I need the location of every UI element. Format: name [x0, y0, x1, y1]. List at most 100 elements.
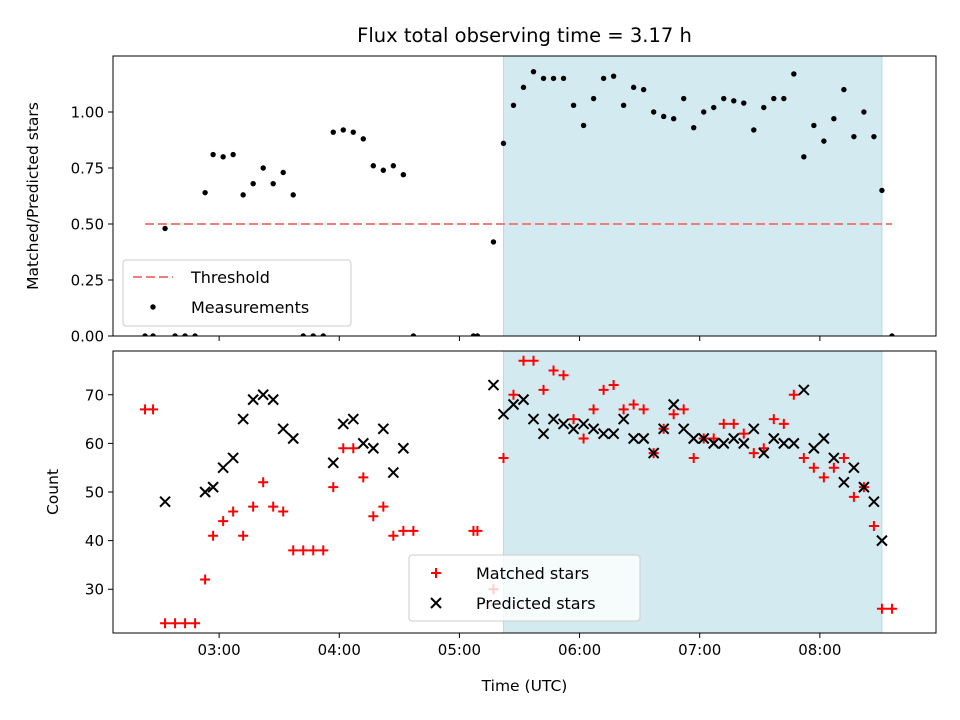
data-point — [640, 86, 647, 93]
top-panel: 0.00 0.25 0.50 0.75 1.00 Flux total observin… — [24, 24, 937, 346]
data-point — [348, 443, 359, 454]
legend-threshold-label: Threshold — [190, 268, 270, 287]
bottom-panel: 30 40 50 60 70 03:00 04:00 05:00 06:00 07:00 08:0… — [44, 350, 937, 695]
data-point — [540, 75, 547, 82]
data-point — [507, 398, 520, 411]
x-tick-label: 06:00 — [558, 641, 601, 659]
y-tick-label: 30 — [85, 581, 104, 599]
data-point — [608, 380, 619, 391]
data-point — [570, 102, 577, 108]
bottom-x-axis-label: Time (UTC) — [481, 677, 568, 695]
data-point — [538, 384, 549, 395]
data-point — [287, 432, 299, 445]
series-measurements — [142, 68, 895, 336]
y-tick-label: 70 — [85, 386, 104, 404]
data-point — [741, 100, 747, 106]
data-point — [691, 124, 697, 131]
data-point — [788, 389, 799, 400]
series-predicted-stars — [159, 379, 888, 547]
data-point — [470, 333, 477, 336]
data-point — [668, 409, 679, 420]
data-point — [228, 506, 239, 517]
data-point — [497, 408, 510, 420]
legend-frame — [122, 259, 352, 327]
data-point — [500, 140, 507, 147]
data-point — [260, 165, 266, 171]
data-point — [508, 389, 519, 400]
bottom-y-ticks: 30 40 50 60 70 — [85, 386, 113, 599]
y-tick-label: 50 — [85, 484, 104, 502]
data-point — [848, 461, 860, 474]
data-point — [498, 452, 509, 463]
data-point — [588, 404, 599, 415]
data-point — [474, 333, 481, 336]
legend-measurements-label: Measurements — [191, 298, 309, 317]
data-point — [748, 423, 760, 435]
legend-measurements-swatch — [150, 304, 156, 310]
data-point — [879, 187, 885, 194]
data-point — [590, 95, 597, 102]
data-point — [728, 432, 740, 445]
data-point — [738, 428, 749, 439]
data-point — [347, 413, 359, 425]
data-point — [182, 333, 188, 336]
chart-title: Flux total observing time = 3.17 h — [357, 24, 692, 47]
data-point — [731, 98, 737, 104]
data-point — [721, 95, 727, 102]
data-point — [637, 432, 650, 445]
data-point — [370, 163, 377, 169]
data-point — [858, 481, 870, 493]
data-point — [657, 423, 670, 435]
data-point — [617, 413, 630, 425]
legend-predicted-swatch — [430, 597, 442, 609]
data-point — [410, 333, 417, 336]
data-point — [237, 413, 249, 425]
data-point — [200, 574, 211, 585]
data-point — [328, 482, 339, 493]
data-point — [520, 84, 527, 91]
data-point — [408, 525, 419, 536]
data-point — [587, 423, 600, 435]
data-point — [518, 355, 529, 366]
data-point — [758, 443, 769, 454]
data-point — [670, 116, 677, 122]
x-tick-label: 05:00 — [438, 641, 481, 659]
data-point — [528, 355, 539, 366]
top-data-layer — [142, 68, 895, 336]
data-point — [627, 432, 640, 445]
data-point — [678, 404, 689, 415]
data-point — [868, 496, 880, 508]
data-point — [801, 154, 807, 160]
data-point — [310, 333, 316, 336]
data-point — [557, 418, 570, 430]
top-y-ticks: 0.00 0.25 0.50 0.75 1.00 — [71, 104, 113, 346]
y-tick-label: 60 — [85, 435, 104, 453]
data-point — [838, 452, 849, 463]
data-point — [380, 167, 387, 173]
data-point — [238, 530, 249, 541]
data-point — [600, 75, 607, 82]
data-point — [288, 545, 299, 556]
data-point — [876, 534, 888, 547]
data-point — [387, 466, 400, 479]
data-point — [218, 516, 229, 527]
data-point — [628, 399, 639, 410]
data-point — [597, 427, 610, 440]
data-point — [350, 129, 356, 135]
data-point — [889, 333, 895, 336]
data-point — [841, 86, 847, 93]
data-point — [258, 477, 269, 488]
data-point — [598, 384, 609, 395]
data-point — [818, 472, 829, 483]
data-point — [788, 437, 800, 450]
data-point — [357, 437, 370, 450]
data-point — [368, 511, 379, 522]
data-point — [811, 122, 817, 129]
x-tick-label: 08:00 — [798, 641, 841, 659]
data-point — [886, 603, 897, 614]
data-point — [230, 151, 236, 158]
x-tick-label: 03:00 — [198, 641, 241, 659]
data-point — [267, 393, 279, 406]
data-point — [527, 413, 540, 425]
